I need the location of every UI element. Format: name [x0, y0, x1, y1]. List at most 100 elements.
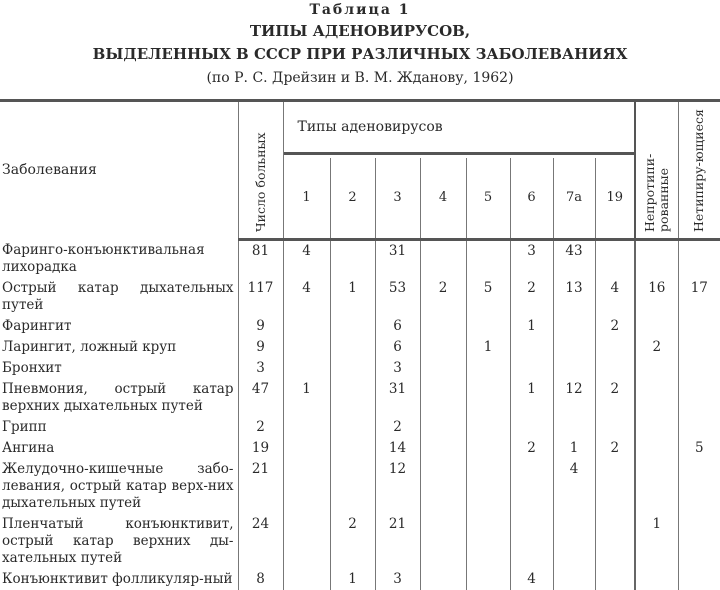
disease-cell: Желудочно-кишечные забо-левания, острый … [2, 460, 234, 511]
value-cell [552, 513, 595, 569]
value-cell: 5 [677, 437, 720, 459]
value-cell [552, 416, 595, 438]
value-cell [677, 416, 720, 438]
value-cell [552, 336, 595, 358]
disease-cell: Ангина [2, 439, 55, 456]
value-cell [677, 513, 720, 569]
value-cell [594, 239, 636, 278]
value-cell: 21 [374, 513, 420, 569]
value-cell: 4 [509, 568, 553, 590]
count-cell: 47 [237, 378, 283, 417]
table-row: Пленчатый конъюнктивит, острый катар вер… [0, 513, 720, 569]
count-cell: 9 [237, 336, 283, 358]
count-cell: 21 [237, 458, 283, 514]
header-type-1: 1 [282, 158, 330, 241]
count-cell: 2 [237, 416, 283, 438]
value-cell [594, 458, 636, 514]
value-cell [594, 513, 636, 569]
value-cell [677, 357, 720, 379]
value-cell [594, 416, 636, 438]
header-type-19: 19 [594, 158, 636, 241]
value-cell [282, 336, 330, 358]
disease-cell: Фаринго-конъюнктивальная лихорадка [2, 241, 205, 275]
value-cell [677, 568, 720, 590]
value-cell: 3 [374, 357, 420, 379]
value-cell: 13 [552, 277, 595, 316]
value-cell [677, 336, 720, 358]
table-row: Острый катар дыхательных путей 117 4 1 53 2 5 2… [0, 277, 720, 316]
value-cell: 2 [594, 378, 636, 417]
header-type-4: 4 [419, 158, 466, 241]
value-cell [419, 239, 466, 278]
header-type-7а: 7а [552, 158, 595, 241]
value-cell [465, 315, 510, 337]
value-cell [419, 437, 466, 459]
value-cell [634, 568, 679, 590]
value-cell: 1 [329, 568, 375, 590]
value-cell [329, 416, 375, 438]
value-cell: 3 [374, 568, 420, 590]
value-cell [634, 239, 679, 278]
header-count: Число больных [237, 99, 283, 241]
value-cell [419, 357, 466, 379]
table-row: Конъюнктивит фолликуляр-ный 8 1 3 4 [0, 568, 720, 590]
value-cell: 2 [419, 277, 466, 316]
value-cell [509, 357, 553, 379]
value-cell [465, 239, 510, 278]
value-cell [282, 458, 330, 514]
value-cell: 2 [374, 416, 420, 438]
value-cell [465, 357, 510, 379]
table-row: Фарингит 9 6 1 2 [0, 315, 720, 337]
value-cell [329, 336, 375, 358]
disease-cell: Пленчатый конъюнктивит, острый катар вер… [2, 515, 234, 566]
count-cell: 3 [237, 357, 283, 379]
value-cell: 5 [465, 277, 510, 316]
value-cell: 4 [552, 458, 595, 514]
value-cell [282, 416, 330, 438]
value-cell: 2 [509, 437, 553, 459]
table-row: Бронхит 3 3 [0, 357, 720, 379]
value-cell: 1 [509, 315, 553, 337]
value-cell: 6 [374, 315, 420, 337]
table-row: Ларингит, ложный круп 9 6 1 2 [0, 336, 720, 358]
value-cell: 12 [552, 378, 595, 417]
adenovirus-table: Заболевания Число больных Типы аденовиру… [0, 99, 720, 590]
value-cell [509, 416, 553, 438]
value-cell [634, 437, 679, 459]
value-cell [282, 437, 330, 459]
header-untypable: Нетипиру-ющиеся [677, 99, 720, 241]
value-cell [329, 437, 375, 459]
value-cell: 4 [282, 277, 330, 316]
value-cell [634, 416, 679, 438]
disease-cell: Грипп [2, 418, 47, 435]
value-cell: 6 [374, 336, 420, 358]
value-cell [552, 315, 595, 337]
count-cell: 117 [237, 277, 283, 316]
value-cell [677, 239, 720, 278]
disease-cell: Конъюнктивит фолликуляр-ный [2, 570, 233, 587]
value-cell [419, 513, 466, 569]
count-cell: 24 [237, 513, 283, 569]
header-type-2: 2 [329, 158, 375, 241]
value-cell [282, 568, 330, 590]
value-cell: 1 [465, 336, 510, 358]
table-row: Желудочно-кишечные забо-левания, острый … [0, 458, 720, 514]
value-cell [677, 378, 720, 417]
value-cell [419, 378, 466, 417]
count-cell: 81 [237, 239, 283, 278]
value-cell: 16 [634, 277, 679, 316]
header-type-3: 3 [374, 158, 420, 241]
value-cell [552, 357, 595, 379]
value-cell [282, 513, 330, 569]
value-cell [509, 513, 553, 569]
value-cell [329, 378, 375, 417]
value-cell [594, 336, 636, 358]
header-disease: Заболевания [0, 99, 238, 240]
count-cell: 9 [237, 315, 283, 337]
disease-cell: Ларингит, ложный круп [2, 338, 177, 355]
table-title-line1: ТИПЫ АДЕНОВИРУСОВ, [249, 22, 471, 40]
value-cell [465, 458, 510, 514]
table-row: Фаринго-конъюнктивальная лихорадка 81 4 31 3… [0, 239, 720, 278]
header-type-6: 6 [509, 158, 553, 241]
value-cell [594, 568, 636, 590]
